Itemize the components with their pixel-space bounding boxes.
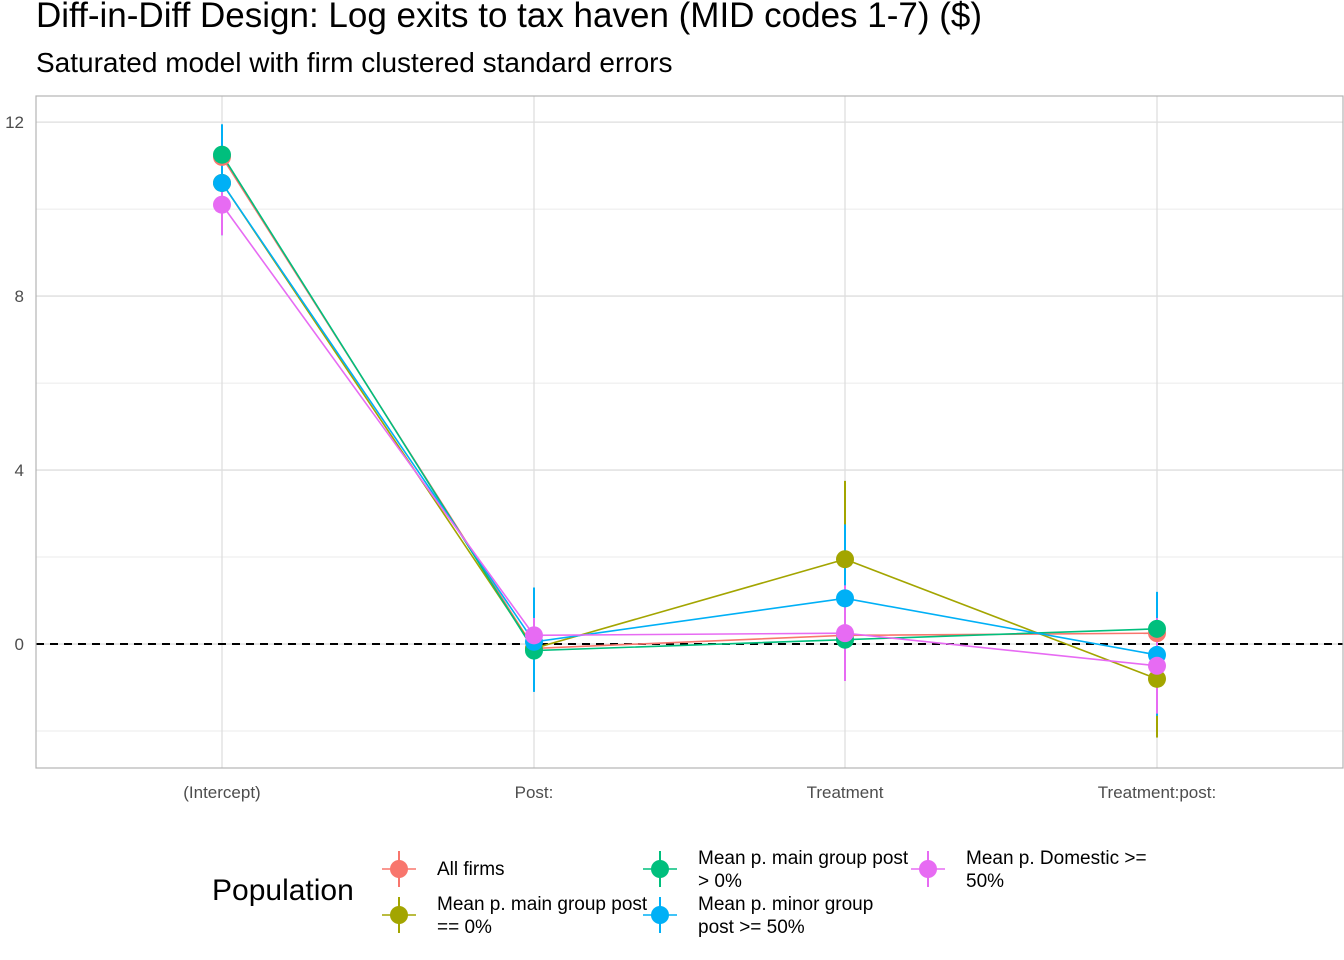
y-tick-label: 0 [15,635,24,654]
series-line [221,182,1158,680]
data-point [213,173,231,192]
chart-subtitle: Saturated model with firm clustered stan… [36,47,673,78]
axis-layer: 0 4 8 12 (Intercept) Post: Treatment Treatment:… [5,113,1216,802]
legend-key-point [390,860,408,878]
legend-key-point [919,860,937,878]
legend-label: All firms [437,859,505,880]
series-E76BF3 [221,174,1158,714]
chart-title: Diff-in-Diff Design: Log exits to tax ha… [36,0,983,35]
legend-title: Population [212,874,354,907]
data-point [836,550,854,569]
legend-key-point [651,906,669,924]
legend-label: Mean p. minor group post >= 50% [698,894,874,938]
data-point [1148,619,1166,638]
legend-key-point [390,906,408,924]
y-tick-label: 12 [5,113,24,132]
data-point [213,195,231,214]
legend-label: Mean p. main group post == 0% [437,894,648,938]
data-point [1148,669,1166,688]
data-point [836,624,854,643]
legend-key-point [651,860,669,878]
x-tick-label: Treatment [807,783,884,802]
legend-key [643,851,677,887]
legend-label: Mean p. Domestic >= 50% [966,848,1147,892]
series-line [221,154,1158,652]
data-point [525,626,543,645]
y-tick-label: 8 [15,287,24,306]
legend-key [911,851,945,887]
x-tick-label: Treatment:post: [1098,783,1216,802]
x-tick-label: (Intercept) [183,783,260,802]
legend-key [382,897,416,933]
legend-key [643,897,677,933]
data-point [1148,656,1166,675]
series-layer [213,124,1166,738]
series-line [221,182,1158,656]
series-line [221,204,1158,667]
series-00B0F6 [221,124,1158,716]
series-F8766D [221,130,1158,658]
data-point [213,145,231,164]
y-tick-label: 4 [15,461,24,480]
legend-label: Mean p. main group post > 0% [698,848,909,892]
series-line [221,156,1158,650]
legend-key [382,851,416,887]
panel-border [35,95,1344,769]
series-00BF7D [221,126,1158,662]
x-tick-label: Post: [515,783,554,802]
data-point [836,589,854,608]
